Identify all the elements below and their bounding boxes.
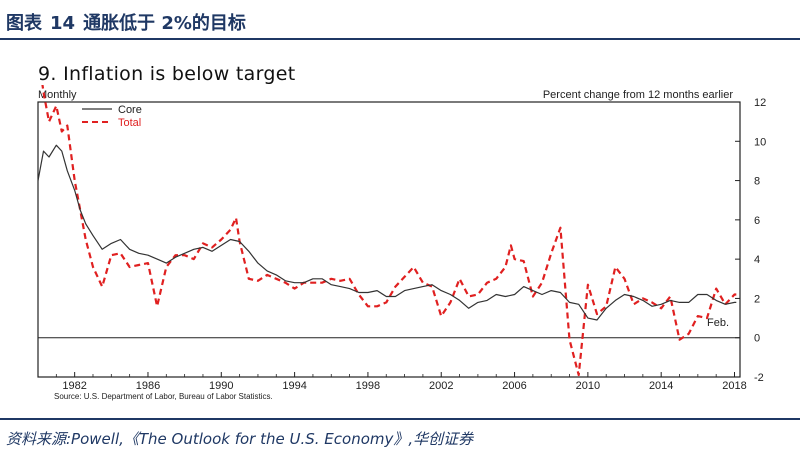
y-tick-label: 10 (754, 136, 766, 148)
y-tick-label: 6 (754, 215, 760, 227)
source-citation: 资料来源:Powell,《The Outlook for the U.S. Ec… (6, 430, 474, 448)
figure-label-title: 通胀低于 2%的目标 (83, 13, 246, 34)
y-tick-label: 12 (754, 97, 766, 109)
x-tick-label: 2018 (722, 380, 746, 392)
x-tick-label: 1990 (209, 380, 233, 392)
series-line-total (36, 52, 737, 377)
x-tick-label: 1982 (62, 380, 86, 392)
legend-label-total: Total (118, 117, 141, 129)
x-tick-label: 1998 (356, 380, 380, 392)
y-unit-label: Monthly (38, 89, 77, 101)
latest-month-annotation: Feb. (707, 317, 729, 329)
y-tick-label: 8 (754, 176, 760, 188)
x-tick-label: 2006 (502, 380, 526, 392)
chart-title: 9. Inflation is below target (38, 63, 296, 85)
legend-label-core: Core (118, 104, 142, 116)
y-tick-label: 0 (754, 333, 760, 345)
x-tick-label: 2002 (429, 380, 453, 392)
figure-label-number: 14 (50, 13, 76, 34)
source-note: Source: U.S. Department of Labor, Bureau… (54, 392, 273, 401)
footer-rule (0, 418, 800, 420)
header-rule (0, 38, 800, 40)
plot-border (37, 101, 741, 378)
series-line-core (37, 144, 737, 321)
figure-label: 图表 14 通胀低于 2%的目标 (6, 9, 254, 35)
plot-frame (37, 101, 741, 378)
series-lines (36, 52, 737, 377)
x-tick-label: 1986 (136, 380, 160, 392)
y-tick-label: 4 (754, 254, 760, 266)
y-axis-description: Percent change from 12 months earlier (543, 89, 733, 101)
x-tick-label: 2010 (576, 380, 600, 392)
y-tick-label: 2 (754, 293, 760, 305)
inflation-chart: Monthly Percent change from 12 months ea… (36, 52, 766, 401)
figure-header: 图表 14 通胀低于 2%的目标 (0, 0, 800, 40)
x-tick-label: 1994 (282, 380, 306, 392)
x-tick-label: 2014 (649, 380, 673, 392)
figure-footer: 资料来源:Powell,《The Outlook for the U.S. Ec… (0, 418, 800, 455)
axis-ticks: 1982 1986 1990 1994 1998 2002 2006 2010 2014 2018… (37, 97, 766, 392)
chart-container: Monthly Percent change from 12 months ea… (0, 52, 800, 405)
y-tick-label: -2 (754, 372, 764, 384)
figure-label-prefix: 图表 (6, 13, 42, 34)
